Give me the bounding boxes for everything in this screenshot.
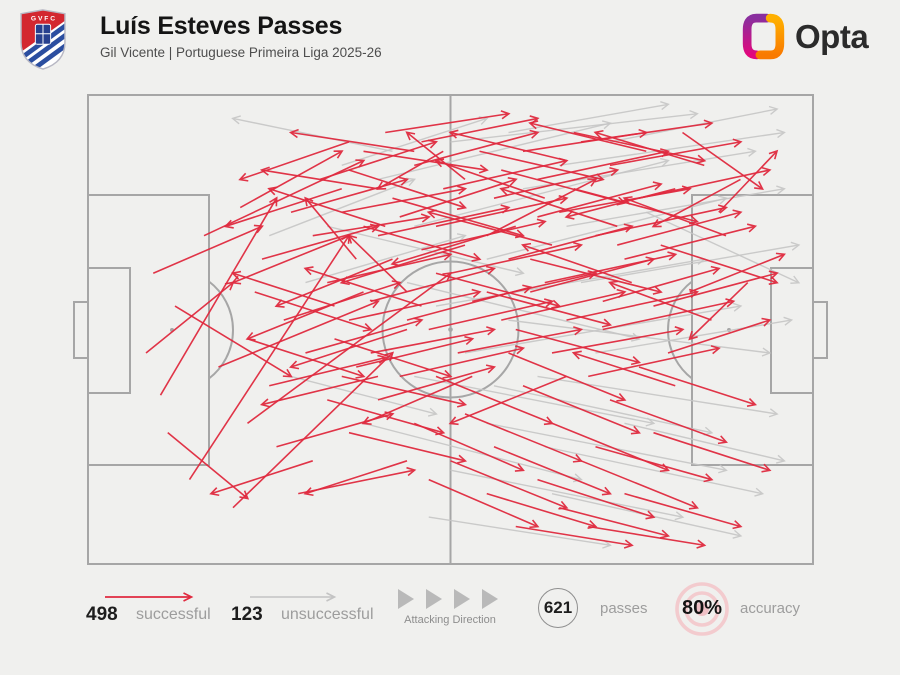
successful-passes-layer: [145, 110, 786, 549]
accuracy-label: accuracy: [740, 600, 801, 617]
successful-label: successful: [136, 606, 211, 623]
accuracy-value: 80%: [681, 597, 723, 619]
page-title: Luís Esteves Passes: [100, 12, 343, 40]
club-crest-icon: G V F C: [20, 9, 66, 70]
attacking-direction-icon: [398, 589, 498, 609]
successful-count: 498: [86, 604, 118, 625]
accuracy-target-icon: [675, 582, 729, 636]
attacking-direction-label: Attacking Direction: [404, 614, 496, 626]
successful-legend-arrow-icon: [105, 592, 194, 602]
unsuccessful-count: 123: [231, 604, 263, 625]
unsuccessful-passes-layer: [231, 101, 801, 549]
crest-letters: G V F C: [31, 15, 55, 22]
unsuccessful-label: unsuccessful: [281, 606, 374, 623]
opta-logo: Opta: [740, 13, 869, 60]
page-subtitle: Gil Vicente | Portuguese Primeira Liga 2…: [100, 45, 382, 60]
unsuccessful-legend-arrow-icon: [250, 592, 337, 602]
opta-wordmark: Opta: [795, 17, 869, 55]
total-passes-badge: 621: [538, 588, 578, 628]
opta-mark-icon: [742, 13, 785, 60]
passes-label: passes: [600, 600, 648, 617]
